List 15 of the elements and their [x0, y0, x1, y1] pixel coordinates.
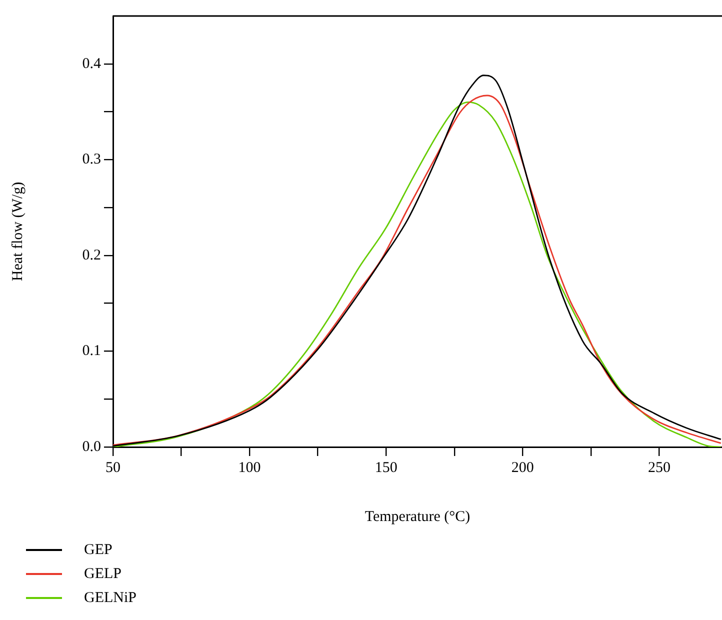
x-tick-label: 250: [648, 460, 670, 476]
y-tick-label: 0.2: [82, 247, 101, 264]
y-tick-label: 0.0: [82, 438, 101, 455]
legend-label: GELP: [84, 566, 122, 582]
y-axis-title: Heat flow (W/g): [10, 182, 26, 282]
y-tick-label: 0.4: [82, 56, 102, 72]
legend-label: GEP: [84, 542, 112, 558]
x-tick-label: 200: [511, 460, 534, 476]
x-tick-label: 100: [238, 460, 261, 476]
y-tick-label: 0.3: [82, 152, 101, 168]
x-axis-title: Temperature (°C): [364, 508, 470, 525]
x-tick-label: 50: [106, 460, 120, 476]
y-tick-label: 0.1: [82, 343, 101, 360]
x-tick-label: 150: [374, 460, 398, 476]
legend-label: GELNiP: [84, 590, 136, 606]
